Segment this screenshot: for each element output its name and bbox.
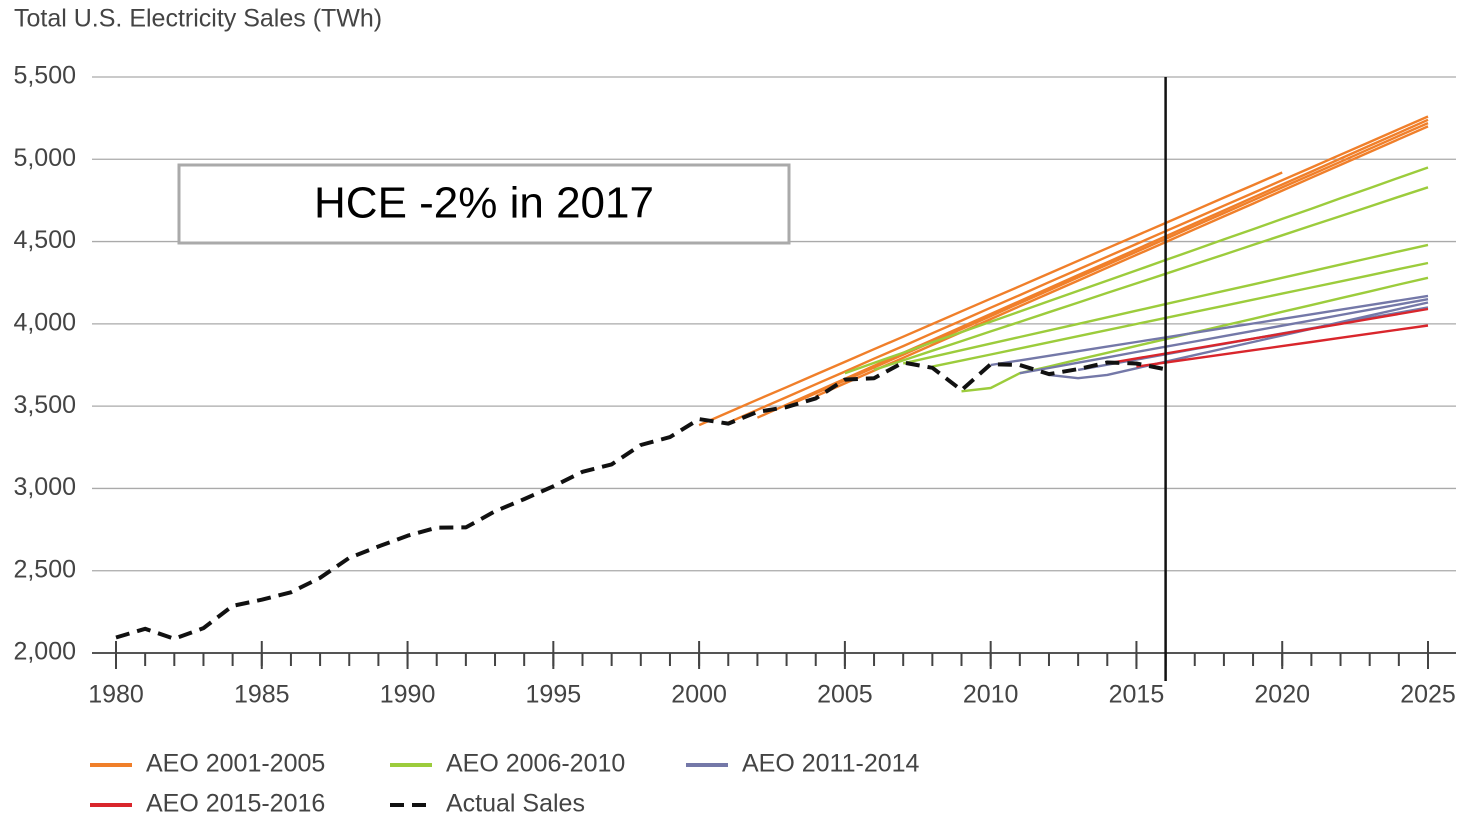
y-tick-label: 2,500	[13, 555, 76, 583]
y-tick-label: 3,000	[13, 473, 76, 501]
forecast-line	[844, 166, 1429, 375]
x-tick-label: 1990	[380, 681, 436, 709]
forecast-line	[990, 294, 1429, 367]
annotation-box	[177, 163, 791, 245]
x-tick-label: 1985	[234, 681, 290, 709]
x-tick-label: 1980	[88, 681, 144, 709]
x-tick-label: 1995	[526, 681, 582, 709]
forecast-line	[873, 186, 1429, 372]
legend-label: AEO 2001-2005	[146, 750, 325, 778]
forecast-line	[786, 122, 1429, 408]
forecast-line	[1019, 298, 1429, 375]
forecast-line	[698, 171, 1283, 427]
x-tick-label: 2015	[1109, 681, 1165, 709]
forecast-line	[1136, 324, 1429, 368]
y-tick-label: 4,000	[13, 308, 76, 336]
forecast-line	[727, 115, 1429, 424]
y-tick-label: 4,500	[13, 226, 76, 254]
x-tick-label: 2020	[1254, 681, 1310, 709]
forecast-line	[815, 125, 1429, 398]
y-tick-label: 3,500	[13, 391, 76, 419]
forecast-line	[756, 118, 1429, 419]
legend-label: AEO 2011-2014	[742, 750, 920, 778]
actual-line	[115, 360, 1166, 641]
x-tick-label: 2010	[963, 681, 1019, 709]
x-tick-label: 2005	[817, 681, 873, 709]
x-tick-label: 2000	[671, 681, 727, 709]
forecast-line	[1048, 301, 1429, 380]
y-tick-label: 5,000	[13, 144, 76, 172]
y-tick-label: 5,500	[13, 62, 76, 90]
legend-label: AEO 2006-2010	[446, 750, 625, 778]
forecast-line	[1107, 307, 1429, 365]
legend-label: AEO 2015-2016	[146, 790, 325, 818]
x-tick-label: 2025	[1400, 681, 1456, 709]
y-tick-label: 2,000	[13, 638, 76, 666]
chart-title: Total U.S. Electricity Sales (TWh)	[14, 5, 382, 33]
forecast-line	[932, 261, 1429, 368]
annotation: HCE -2% in 2017	[314, 179, 654, 228]
legend-label: Actual Sales	[446, 790, 585, 818]
